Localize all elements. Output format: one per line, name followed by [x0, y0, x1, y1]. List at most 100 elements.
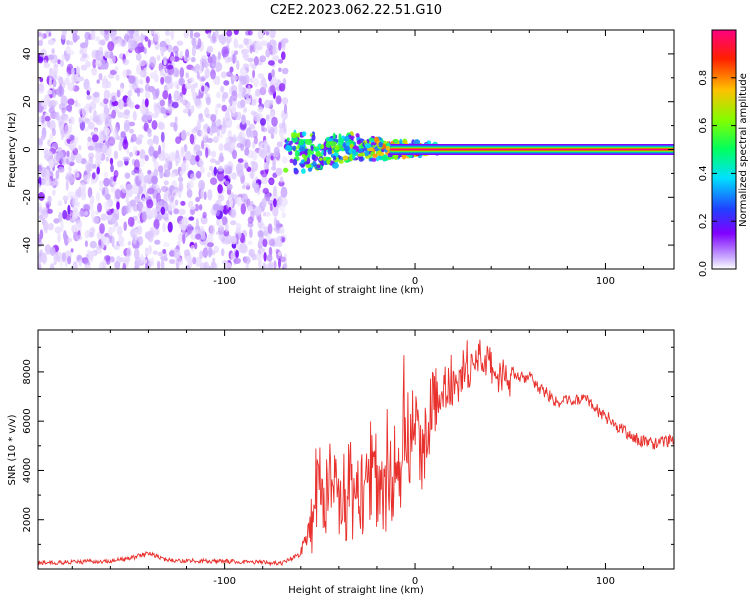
spectrogram-cell [231, 102, 237, 114]
spectrogram-cell [283, 103, 288, 115]
spectrogram-cell [97, 133, 104, 144]
spectrogram-cell [146, 138, 155, 146]
spectrogram-cell [259, 55, 267, 63]
spectrogram-cell [301, 131, 307, 137]
spectrogram-cell [220, 71, 227, 79]
spectrogram-cell [105, 156, 109, 162]
spectrogram-cell [55, 169, 60, 180]
spectrogram-cell [139, 79, 144, 85]
spectrogram-cell [72, 198, 79, 207]
spectrogram-cell [223, 80, 230, 86]
spectrogram-cell [191, 45, 196, 57]
spectrogram-cell [220, 248, 225, 257]
spectrogram-cell [271, 46, 278, 55]
spectrogram-cell [129, 151, 133, 158]
spectrogram-cell [204, 67, 210, 79]
spectrogram-cell [199, 64, 203, 74]
spectrogram-cell [358, 156, 364, 162]
spectrogram-cell [298, 146, 306, 152]
spectrogram-cell [120, 131, 126, 138]
spectrogram-cell [266, 145, 271, 154]
spectrogram-cell [176, 83, 180, 90]
spectrogram-cell [278, 123, 284, 129]
spectrogram-cell [220, 34, 226, 46]
spectrogram-cell [143, 183, 147, 195]
spectrogram-cell [210, 69, 216, 80]
spectrogram-cell [70, 248, 74, 253]
spectrogram-cell [74, 73, 79, 81]
spectrogram-cell [248, 62, 254, 67]
spectrogram-cell [242, 74, 250, 85]
colorbar-tick-label: 0.8 [698, 70, 709, 86]
spectrogram-cell [144, 249, 152, 255]
spectrogram-cell [97, 202, 102, 213]
spectrogram-cell [352, 149, 357, 156]
spectrogram-cell [192, 228, 200, 235]
snr-ytick-label: 8000 [22, 359, 33, 384]
spectrogram-cell [65, 179, 69, 191]
spectrogram-cell [127, 241, 132, 246]
spectrogram-cell [203, 191, 207, 201]
spectrogram-cell [86, 95, 92, 100]
spectrogram-cell [166, 64, 174, 70]
spectrogram-cell [111, 236, 115, 248]
spectrogram-cell [392, 139, 399, 143]
spectrogram-cell [216, 75, 221, 86]
spectrogram-cell [95, 191, 101, 202]
spectrogram-cell [237, 158, 244, 164]
spectrogram-cell [65, 158, 70, 165]
spectrogram-cell [280, 136, 286, 144]
spectrogram-cell [129, 199, 136, 207]
spectrogram-ticks: -100 0 100 -40 -20 0 20 40 [22, 29, 674, 287]
spectrogram-cell [44, 115, 51, 122]
spectrogram-cell [245, 261, 249, 269]
spectrogram-cell [163, 60, 167, 66]
spectrogram-cell [313, 147, 319, 152]
spectrogram-cell [385, 145, 391, 151]
spectrogram-cell [144, 90, 151, 100]
spectrogram-cell [48, 32, 52, 37]
spectrogram-cell [200, 234, 207, 241]
spectrogram-cell [87, 187, 93, 198]
spectrogram-ytick-label: 20 [22, 95, 33, 108]
spectrogram-cell [271, 166, 277, 171]
spectrogram-cell [151, 88, 159, 97]
spectrogram-cell [128, 121, 136, 127]
spectrogram-cell [281, 156, 288, 164]
spectrogram-cell [164, 190, 172, 202]
snr-xtick-label: -100 [213, 576, 236, 587]
spectrogram-cell [143, 47, 147, 55]
spectrogram-cell [148, 63, 155, 69]
spectrogram-cell [181, 94, 186, 106]
spectrogram-cell [232, 149, 237, 160]
spectrogram-cell [245, 97, 252, 104]
spectrogram-cell [90, 194, 95, 205]
spectrogram-cell [190, 173, 197, 181]
spectrogram-cell [179, 50, 183, 59]
spectrogram-cell [268, 238, 276, 247]
spectrogram-cell [149, 260, 154, 266]
spectrogram-cell [135, 258, 141, 268]
spectrogram-cell [224, 180, 230, 186]
spectrogram-cell [200, 128, 208, 138]
spectrogram-cell [247, 84, 251, 95]
spectrogram-cell [65, 172, 73, 177]
spectrogram-cell [201, 140, 205, 150]
spectrogram-cell [44, 176, 51, 187]
spectrogram-cell [103, 177, 110, 187]
spectrogram-cell [278, 67, 282, 73]
spectrogram-cell [154, 239, 161, 245]
spectrogram-cell [60, 129, 65, 135]
spectrogram-cell [124, 172, 131, 179]
spectrogram-cell [84, 210, 89, 216]
spectrogram-cell [175, 257, 184, 266]
spectrogram-cell [137, 225, 143, 235]
spectrogram-cell [239, 242, 247, 254]
spectrogram-cell [166, 83, 170, 90]
spectrogram-cell [158, 144, 162, 155]
spectrogram-cell [160, 185, 169, 193]
spectrogram-cell [262, 238, 268, 248]
spectrogram-cell [191, 37, 197, 47]
spectrogram-cell [51, 100, 59, 106]
spectrogram-cell [264, 99, 272, 109]
